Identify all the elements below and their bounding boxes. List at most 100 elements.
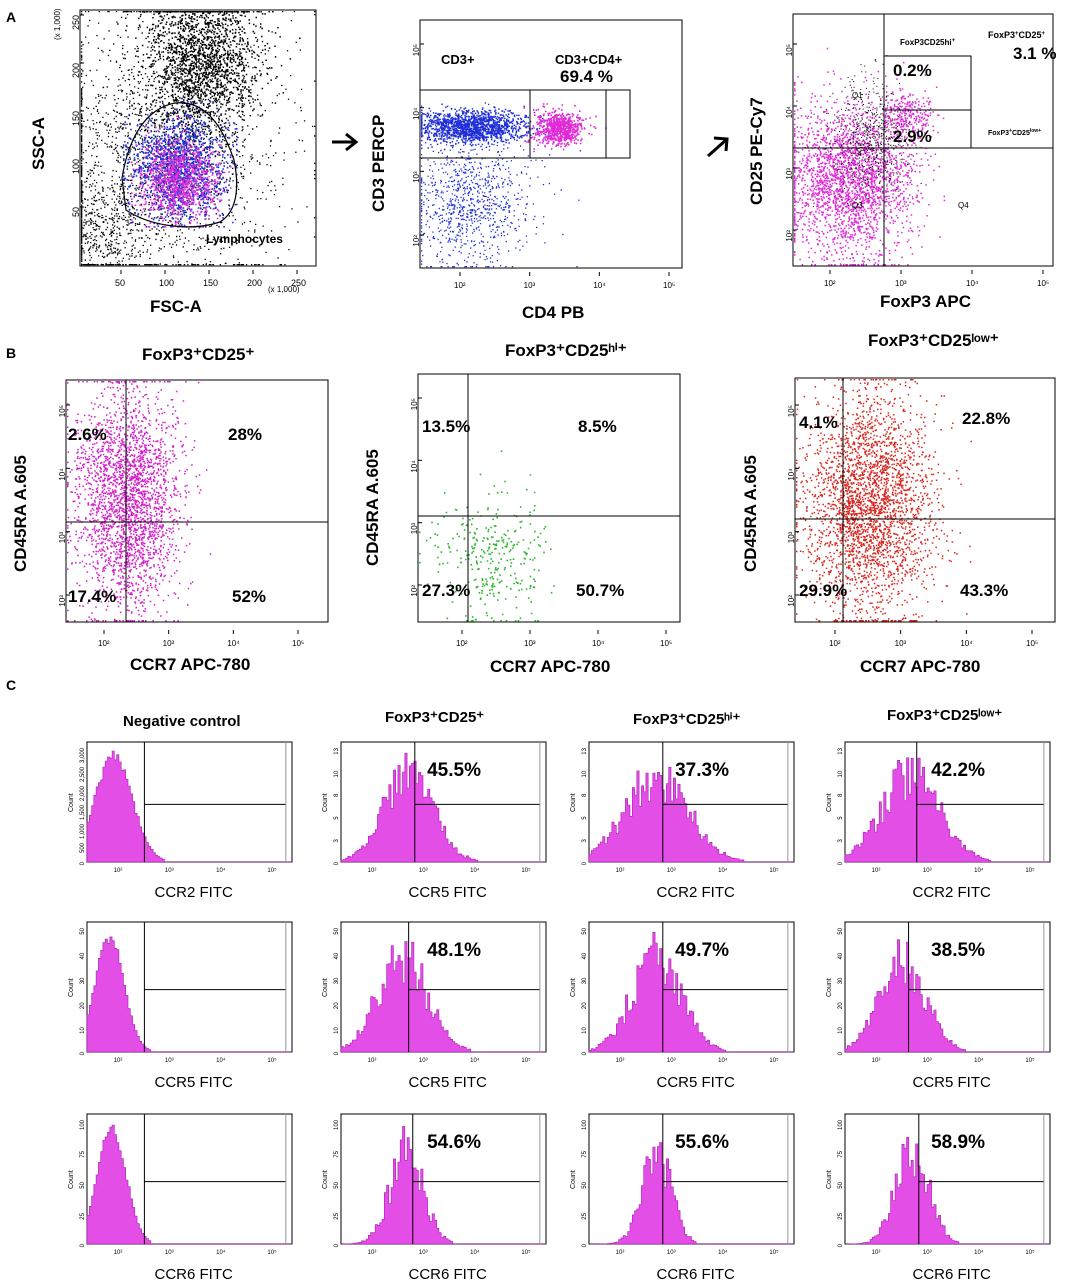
panel-letter-c: C	[6, 677, 16, 693]
y-tick-label: 2,000	[80, 785, 86, 801]
x-tick-label: 10²	[824, 279, 836, 288]
x-tick-label: 10⁴	[966, 279, 979, 288]
y-tick-label: 0	[80, 1051, 86, 1055]
x-tick-label: 10³	[419, 1250, 428, 1256]
x-tick-label: 10⁴	[974, 1057, 984, 1064]
histogram-plot: 0 25 50 75 100 Count 10² 10³ 10⁴ 10⁵ CCR6 FITC	[68, 1113, 293, 1283]
plot-title: FoxP3⁺CD25ʰⁱ⁺	[505, 341, 627, 360]
y-axis-label: Count	[322, 1170, 329, 1189]
x-axis-label: CCR7 APC-780	[490, 657, 610, 676]
x-tick-label: 10⁴	[974, 867, 984, 874]
y-axis-label: SSC-A	[29, 117, 48, 170]
x-tick-label: 10⁴	[718, 1057, 728, 1064]
panel-letter-a: A	[6, 9, 16, 25]
histogram-plot: 0 10 20 30 40 50 Count 10² 10³ 10⁴ 10⁵ CCR5 FITC 38.…	[826, 921, 1051, 1091]
y-tick-label: 25	[582, 1212, 588, 1219]
x-axis-label: CCR7 APC-780	[130, 655, 250, 674]
y-tick-label: 8	[334, 793, 340, 797]
histogram-bars	[86, 1124, 292, 1245]
y-tick-label: 10⁴	[412, 107, 421, 120]
y-axis-label: CD45RA A.605	[11, 455, 30, 572]
x-tick-label: 200	[247, 278, 262, 288]
gate-label-lymphocytes: Lymphocytes	[206, 232, 283, 246]
x-tick-label: 10³	[419, 1058, 428, 1064]
x-tick-label: 10²	[368, 1250, 377, 1256]
scatter-points	[67, 381, 212, 622]
scatter-point-cloud	[522, 103, 607, 153]
x-axis-label: CCR2 FITC	[155, 884, 234, 901]
plot-cd25low-ccr7: FoxP3⁺CD25ˡᵒʷ⁺ 4.1% 22.8% 29.9% 43.3% 10…	[741, 331, 1056, 676]
histogram-plot: 0 10 20 30 40 50 Count 10² 10³ 10⁴ 10⁵ CCR5 FITC	[68, 921, 293, 1091]
histogram-bars	[588, 766, 794, 863]
plot-title: FoxP3⁺CD25ˡᵒʷ⁺	[868, 331, 999, 350]
histogram-plot: 0 25 50 75 100 Count 10² 10³ 10⁴ 10⁵ CCR6 FITC 58.9…	[826, 1113, 1051, 1283]
y-tick-label: 10³	[787, 531, 796, 543]
gate-label-cd3-cd4: CD3+CD4+	[555, 52, 623, 67]
x-tick-label: 10³	[923, 1250, 932, 1256]
x-tick-label: 10³	[895, 639, 907, 648]
x-tick-label: 10³	[419, 868, 428, 874]
x-tick-label: 10³	[524, 281, 536, 290]
y-tick-label: 0	[80, 861, 86, 865]
quadrant-lower-left: 27.3%	[422, 581, 470, 600]
x-tick-label: 10⁵	[1025, 1057, 1035, 1064]
y-tick-label: 1,500	[80, 804, 86, 820]
y-tick-label: 10	[582, 770, 588, 777]
x-tick-label: 10³	[165, 868, 174, 874]
plot-title: FoxP3⁺CD25⁺	[142, 345, 254, 364]
x-tick-label: 10⁵	[769, 867, 779, 874]
y-tick-label: 3	[838, 839, 844, 843]
y-tick-label: 10	[80, 1027, 86, 1034]
histogram-plot: 0 25 50 75 100 Count 10² 10³ 10⁴ 10⁵ CCR6 FITC 54.6…	[322, 1113, 547, 1283]
y-tick-label: 10⁴	[58, 468, 67, 481]
x-tick-label: 10⁵	[521, 867, 531, 874]
quadrant-lower-left: 17.4%	[68, 587, 116, 606]
y-tick-label: 100	[582, 1119, 588, 1130]
x-tick-label: 10³	[524, 639, 536, 648]
x-axis-label: CCR2 FITC	[657, 884, 736, 901]
y-tick-label: 10	[838, 770, 844, 777]
histogram-percent: 37.3%	[675, 760, 729, 781]
y-axis-label: Count	[826, 1170, 833, 1189]
y-tick-label: 0	[334, 1051, 340, 1055]
y-axis-label: Count	[570, 1170, 577, 1189]
x-tick-label: 10⁴	[470, 867, 480, 874]
y-tick-label: 50	[582, 1181, 588, 1188]
y-tick-label: 10³	[785, 168, 794, 180]
x-tick-label: 10²	[368, 868, 377, 874]
x-tick-label: 10⁵	[521, 1249, 531, 1256]
y-tick-label: 30	[582, 977, 588, 984]
x-tick-label: 10⁴	[960, 639, 973, 648]
histogram-bars	[86, 750, 292, 863]
x-tick-label: 10⁵	[267, 1057, 277, 1064]
y-tick-label: 13	[334, 747, 340, 754]
x-axis-label: CCR6 FITC	[657, 1266, 736, 1283]
quadrant-upper-left: 4.1%	[799, 413, 838, 432]
quadrant-upper-left: 13.5%	[422, 417, 470, 436]
y-tick-label: 10³	[412, 171, 421, 183]
y-axis-label: Count	[570, 793, 577, 812]
quadrant-label-q1: Q1	[852, 91, 863, 100]
y-tick-label: 0	[582, 1243, 588, 1247]
quadrant-lower-right: 43.3%	[960, 581, 1008, 600]
x-tick-label: 10⁵	[769, 1249, 779, 1256]
gate-label-cd25-low: FoxP3+CD25low+	[988, 128, 1041, 137]
y-tick-label: 10⁵	[412, 44, 421, 56]
y-tick-label: 250	[71, 15, 81, 30]
y-tick-label: 10⁵	[410, 398, 419, 410]
x-tick-label: 10²	[872, 868, 881, 874]
plot-cd3-cd4: CD3+ CD3+CD4+ 69.4 % 10² 10³ 10⁴ 10⁵ 10² 10³…	[369, 19, 683, 322]
x-tick-label: 10⁵	[663, 281, 675, 290]
x-tick-label: 10⁴	[216, 1249, 226, 1256]
y-tick-label: 30	[334, 977, 340, 984]
x-axis-label: CCR5 FITC	[409, 1074, 488, 1091]
histogram-plot: 0 500 1,000 1,500 2,000 2,500 3,000 Count 10² 10³…	[68, 741, 293, 901]
x-tick-label: 10³	[163, 639, 175, 648]
y-tick-label: 2,500	[80, 766, 86, 782]
scatter-point-cloud	[67, 381, 212, 622]
x-tick-label: 50	[115, 278, 125, 288]
x-tick-label: 10⁴	[227, 639, 240, 648]
quadrant-upper-left: 2.6%	[68, 425, 107, 444]
y-tick-label: 10³	[58, 531, 67, 543]
